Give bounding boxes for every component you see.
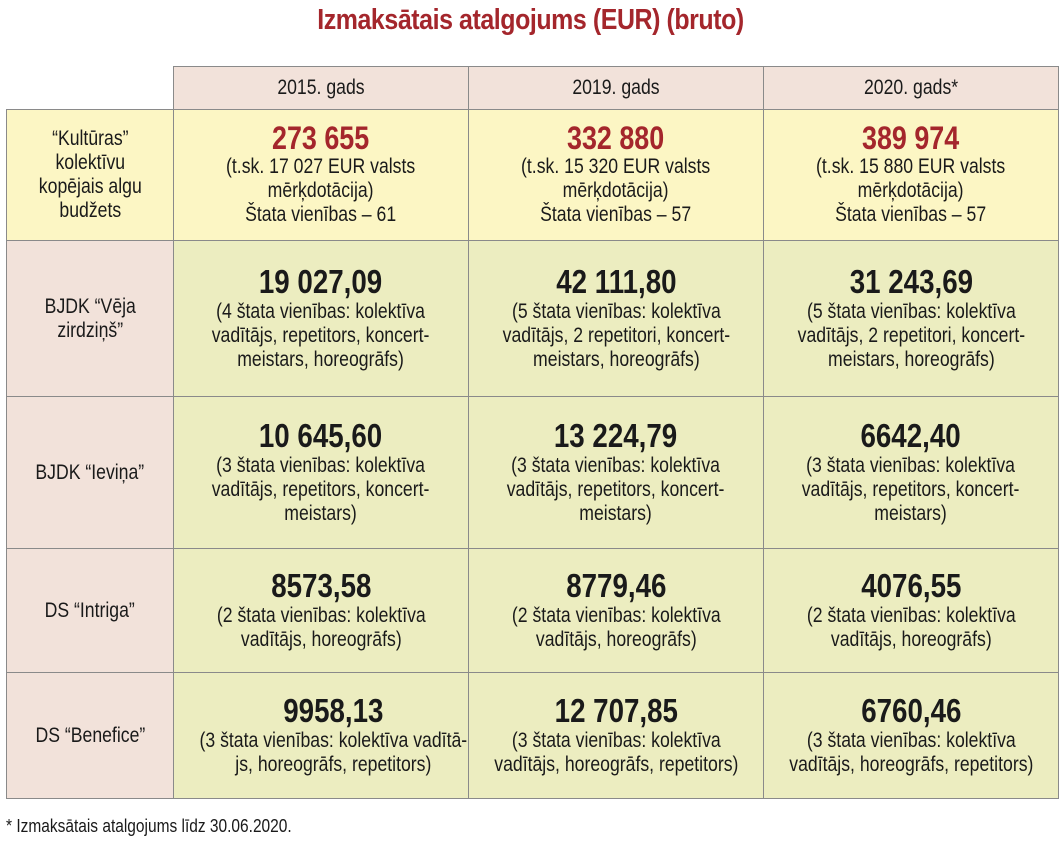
budget-row: “Kultūras” kolektīvu kopējais algu budže…	[6, 109, 1059, 241]
amount: 12 707,85	[554, 691, 678, 729]
page-title: Izmaksātais atalgojums (EUR) (bruto)	[317, 4, 744, 36]
budget-cell-2015: 273 655 (t.sk. 17 027 EUR valsts mērķdot…	[173, 109, 469, 241]
table-row: DS “Benefice” 9958,13 (3 štata vienības:…	[6, 672, 1059, 799]
table-cell: 31 243,69 (5 štata vienības: kolektīva v…	[763, 240, 1059, 397]
amount: 10 645,60	[259, 416, 383, 454]
table-cell: 6760,46 (3 štata vienības: kolektīva vad…	[763, 672, 1059, 799]
row-label-budget: “Kultūras” kolektīvu kopējais algu budže…	[6, 109, 174, 241]
amount: 6760,46	[860, 691, 962, 729]
row-label: DS “Intriga”	[6, 548, 174, 673]
table-cell: 8779,46 (2 štata vienības: kolektīva vad…	[468, 548, 764, 673]
table-cell: 12 707,85 (3 štata vienības: kolektīva v…	[468, 672, 764, 799]
row-label: DS “Benefice”	[6, 672, 174, 799]
salary-table: 2015. gads 2019. gads 2020. gads* “Kultū…	[6, 66, 1059, 799]
budget-cell-2019: 332 880 (t.sk. 15 320 EUR valsts mērķdot…	[468, 109, 764, 241]
amount: 9958,13	[283, 691, 384, 729]
column-header-2019: 2019. gads	[468, 66, 764, 110]
table-cell: 42 111,80 (5 štata vienības: kolektīva v…	[468, 240, 764, 397]
column-header-2020: 2020. gads*	[763, 66, 1059, 110]
amount: 13 224,79	[554, 416, 678, 454]
budget-amount: 332 880	[567, 120, 665, 156]
table-cell: 9958,13 (3 štata vienības: kolektīva vad…	[173, 672, 469, 799]
budget-cell-2020: 389 974 (t.sk. 15 880 EUR valsts mērķdot…	[763, 109, 1059, 241]
table-cell: 6642,40 (3 štata vienības: kolektīva vad…	[763, 396, 1059, 549]
table-cell: 10 645,60 (3 štata vienības: kolektīva v…	[173, 396, 469, 549]
budget-amount: 389 974	[862, 120, 960, 156]
table-cell: 13 224,79 (3 štata vienības: kolektīva v…	[468, 396, 764, 549]
amount: 19 027,09	[259, 262, 383, 300]
amount: 6642,40	[860, 416, 962, 454]
column-header-2015: 2015. gads	[173, 66, 469, 110]
table-row: DS “Intriga” 8573,58 (2 štata vienības: …	[6, 548, 1059, 673]
amount: 4076,55	[860, 566, 962, 604]
row-label: BJDK “Vēja zirdziņš”	[6, 240, 174, 397]
row-label: BJDK “Ieviņa”	[6, 396, 174, 549]
header-corner-cell	[6, 66, 174, 110]
amount: 42 111,80	[555, 262, 677, 300]
header-row: 2015. gads 2019. gads 2020. gads*	[6, 66, 1059, 110]
footnote: * Izmaksātais atalgojums līdz 30.06.2020…	[6, 816, 292, 836]
amount: 8779,46	[565, 566, 667, 604]
table-row: BJDK “Ieviņa” 10 645,60 (3 štata vienība…	[6, 396, 1059, 549]
table-cell: 19 027,09 (4 štata vienības: kolektīva v…	[173, 240, 469, 397]
budget-amount: 273 655	[272, 120, 370, 156]
table-row: BJDK “Vēja zirdziņš” 19 027,09 (4 štata …	[6, 240, 1059, 397]
table-cell: 8573,58 (2 štata vienības: kolektīva vad…	[173, 548, 469, 673]
table-cell: 4076,55 (2 štata vienības: kolektīva vad…	[763, 548, 1059, 673]
amount: 31 243,69	[849, 262, 973, 300]
amount: 8573,58	[270, 566, 372, 604]
